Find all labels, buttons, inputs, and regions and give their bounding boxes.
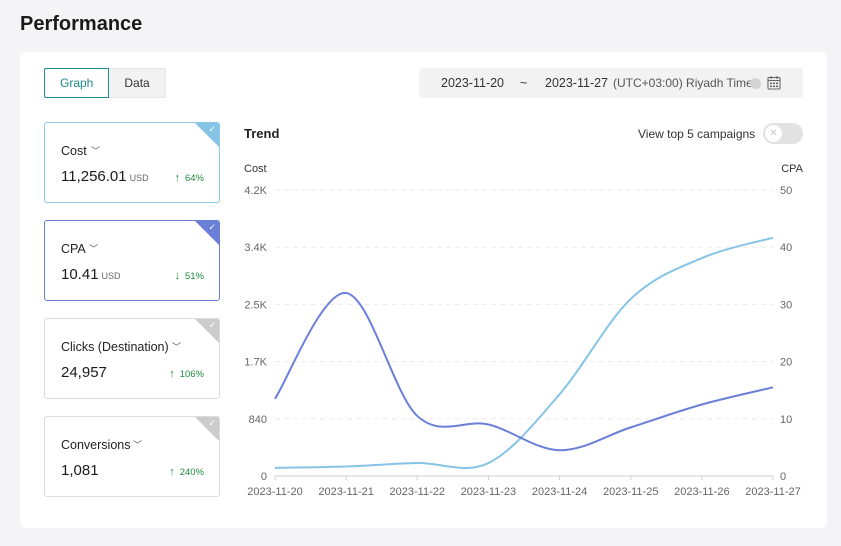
right-tick-label: 10 <box>780 414 792 426</box>
chevron-down-icon[interactable]: ﹀ <box>91 146 101 156</box>
trend-chart: 0 0 840 10 1.7K 20 2.5K 30 3.4K 40 4.2K 50 Cost CPA 20… <box>244 163 804 498</box>
arrow-up-icon: ↑ <box>169 466 175 478</box>
calendar-icon[interactable] <box>767 75 781 90</box>
top-campaigns-toggle[interactable]: ✕ <box>763 123 803 144</box>
right-axis-title: CPA <box>781 163 803 175</box>
right-tick-label: 50 <box>780 185 792 197</box>
left-tick-label: 1.7K <box>244 357 267 369</box>
unselected-corner <box>195 417 219 441</box>
chevron-down-icon[interactable]: ﹀ <box>172 342 182 352</box>
date-range-picker[interactable]: 2023-11-20 ~ 2023-11-27 (UTC+03:00) Riya… <box>419 68 803 98</box>
chevron-down-icon[interactable]: ﹀ <box>89 244 99 254</box>
right-tick-label: 30 <box>780 299 792 311</box>
metric-label: Clicks (Destination) <box>61 340 169 354</box>
metric-value: 10.41 USD <box>61 266 121 283</box>
page-title: Performance <box>20 13 143 35</box>
metric-change: ↑ 106% <box>169 368 204 380</box>
check-icon: ✓ <box>208 418 216 428</box>
arrow-down-icon: ↓ <box>174 270 180 282</box>
view-toggle: Graph Data <box>44 68 166 98</box>
chevron-down-icon[interactable]: ﹀ <box>133 440 143 450</box>
metric-value: 11,256.01 USD <box>61 168 149 185</box>
arrow-up-icon: ↑ <box>174 172 180 184</box>
metric-card-cpa[interactable]: ✓ CPA ﹀ 10.41 USD ↓ 51% <box>44 220 220 301</box>
arrow-up-icon: ↑ <box>169 368 175 380</box>
check-icon: ✓ <box>208 124 216 134</box>
x-tick-label: 2023-11-27 <box>745 486 800 498</box>
check-icon: ✓ <box>208 320 216 330</box>
timezone: (UTC+03:00) Riyadh Time <box>613 76 753 90</box>
cpa-series-line <box>274 291 774 452</box>
close-icon: ✕ <box>765 125 782 142</box>
right-tick-label: 20 <box>780 357 792 369</box>
date-separator: ~ <box>520 76 528 90</box>
right-tick-label: 40 <box>780 242 792 254</box>
performance-card: Graph Data 2023-11-20 ~ 2023-11-27 (UTC+… <box>20 52 827 528</box>
data-tab[interactable]: Data <box>109 68 166 98</box>
right-tick-label: 0 <box>780 471 786 483</box>
selected-corner <box>195 221 219 245</box>
x-tick-label: 2023-11-25 <box>603 486 658 498</box>
metric-card-clicks[interactable]: ✓ Clicks (Destination) ﹀ 24,957 ↑ 106% <box>44 318 220 399</box>
metric-value: 1,081 <box>61 462 99 479</box>
end-date: 2023-11-27 <box>545 76 609 90</box>
x-tick-label: 2023-11-24 <box>532 486 587 498</box>
x-tick-label: 2023-11-22 <box>390 486 445 498</box>
metric-card-cost[interactable]: ✓ Cost ﹀ 11,256.01 USD ↑ 64% <box>44 122 220 203</box>
check-icon: ✓ <box>208 222 216 232</box>
top-campaigns-label: View top 5 campaigns <box>638 127 756 141</box>
cost-series-line <box>274 236 774 470</box>
metric-value: 24,957 <box>61 364 107 381</box>
graph-tab[interactable]: Graph <box>44 68 110 98</box>
info-icon[interactable] <box>750 78 761 89</box>
x-tick-label: 2023-11-21 <box>318 486 373 498</box>
selected-corner <box>195 123 219 147</box>
x-tick-label: 2023-11-20 <box>247 486 302 498</box>
left-axis-title: Cost <box>244 163 267 175</box>
metric-card-conversions[interactable]: ✓ Conversions ﹀ 1,081 ↑ 240% <box>44 416 220 497</box>
metric-label: Conversions <box>61 438 131 452</box>
metric-label: Cost <box>61 144 87 158</box>
start-date: 2023-11-20 <box>441 76 505 90</box>
metric-change: ↓ 51% <box>174 270 204 282</box>
x-tick-label: 2023-11-26 <box>674 486 729 498</box>
trend-title: Trend <box>244 126 280 141</box>
metric-change: ↑ 64% <box>174 172 204 184</box>
metric-change: ↑ 240% <box>169 466 204 478</box>
x-tick-label: 2023-11-23 <box>461 486 516 498</box>
left-tick-label: 3.4K <box>244 242 267 254</box>
metric-label: CPA <box>61 242 86 256</box>
left-tick-label: 0 <box>261 471 267 483</box>
left-tick-label: 840 <box>249 414 267 426</box>
unselected-corner <box>195 319 219 343</box>
left-tick-label: 4.2K <box>244 185 267 197</box>
left-tick-label: 2.5K <box>244 299 267 311</box>
